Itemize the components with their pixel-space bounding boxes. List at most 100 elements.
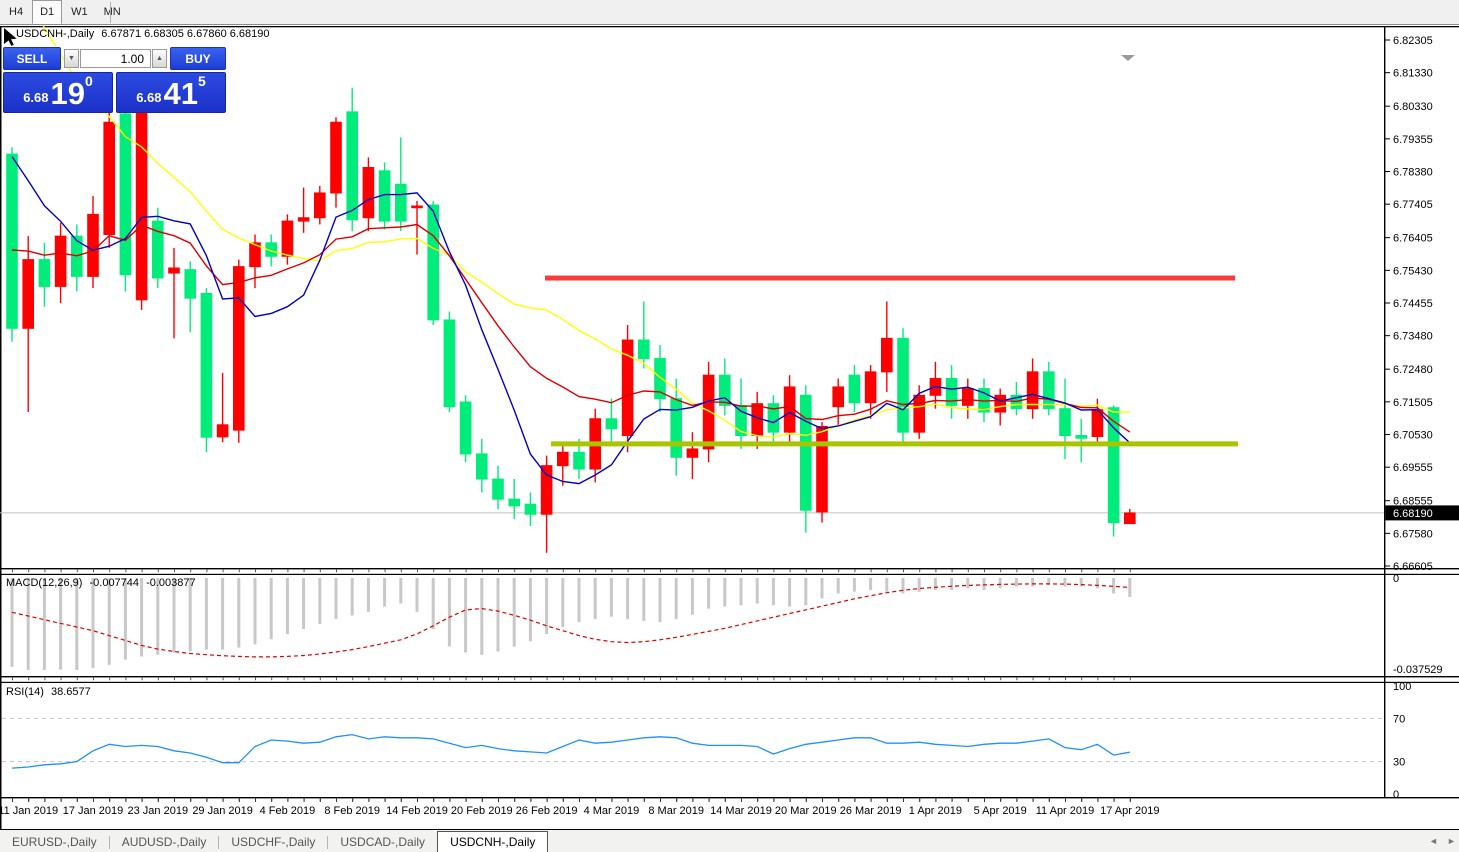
sell-price-main: 19 [50, 76, 85, 111]
svg-text:11 Apr 2019: 11 Apr 2019 [1036, 805, 1095, 817]
ma-slow-yellow [42, 25, 1130, 438]
candle [751, 391, 764, 449]
chart-canvas[interactable]: 6.82305 6.81330 6.80330 6.79355 6.78380 6.774… [0, 25, 1459, 830]
svg-text:20 Mar 2019: 20 Mar 2019 [775, 805, 837, 817]
svg-text:6.75430: 6.75430 [1393, 265, 1433, 277]
chart-tabs: EURUSD-,Daily AUDUSD-,Daily USDCHF-,Daily U… [0, 831, 549, 852]
timeframe-tab-mn[interactable]: MN [103, 6, 121, 18]
candle [1107, 405, 1120, 537]
buy-price-box[interactable]: 6.68 41 5 [116, 72, 226, 113]
svg-text:6.76405: 6.76405 [1393, 233, 1433, 245]
candle [1043, 361, 1055, 416]
candle [848, 365, 861, 413]
svg-text:11 Jan 2019: 11 Jan 2019 [0, 805, 58, 817]
candle [492, 465, 504, 510]
candle [281, 214, 294, 265]
svg-text:14 Mar 2019: 14 Mar 2019 [710, 805, 772, 817]
svg-text:26 Mar 2019: 26 Mar 2019 [840, 805, 902, 817]
support-line[interactable] [551, 441, 1238, 447]
toolbar-separator [110, 2, 111, 23]
candle [605, 398, 618, 446]
candle [22, 236, 34, 413]
timeframe-tab-w1[interactable]: W1 [71, 6, 88, 18]
candle [670, 378, 683, 476]
rsi-layer [2, 717, 1384, 769]
candle [524, 492, 537, 526]
svg-text:6.68190: 6.68190 [1393, 508, 1433, 520]
candle [459, 395, 472, 463]
resistance-line[interactable] [545, 275, 1235, 281]
candle [103, 108, 116, 248]
chart-tab-usdcad[interactable]: USDCAD-,Daily [340, 835, 426, 849]
candle [168, 247, 180, 339]
svg-text:6.72480: 6.72480 [1393, 364, 1433, 376]
buy-button[interactable]: BUY [170, 47, 226, 70]
svg-text:5 Apr 2019: 5 Apr 2019 [974, 805, 1027, 817]
chart-tab-usdchf[interactable]: USDCHF-,Daily [231, 835, 316, 849]
timeframe-tab-h4[interactable]: H4 [9, 6, 24, 18]
candle [38, 242, 51, 307]
chart-shift-marker-icon[interactable] [1121, 55, 1135, 61]
separator-ticks [12, 569, 1131, 573]
svg-text:4 Mar 2019: 4 Mar 2019 [584, 805, 640, 817]
macd-signal-line [11, 583, 1130, 658]
svg-text:6.77405: 6.77405 [1393, 199, 1433, 211]
candle [638, 301, 650, 369]
candle [411, 200, 423, 255]
candle [184, 261, 196, 333]
candle [119, 105, 132, 292]
svg-text:100: 100 [1393, 681, 1411, 693]
candles-layer [6, 87, 1136, 553]
svg-text:6.79355: 6.79355 [1393, 134, 1433, 146]
chart-tab-audusd[interactable]: AUDUSD-,Daily [121, 835, 207, 849]
candle [557, 442, 569, 486]
chart-tab-usdcnh[interactable]: USDCNH-,Daily [437, 831, 549, 852]
svg-text:6.81330: 6.81330 [1393, 68, 1433, 80]
svg-text:8 Mar 2019: 8 Mar 2019 [648, 805, 704, 817]
buy-price-prefix: 6.68 [136, 90, 162, 105]
timeframe-tabs: H4 D1 W1 MN [0, 0, 128, 24]
chart-tab-eurusd[interactable]: EURUSD-,Daily [12, 835, 97, 849]
symbol-info: USDCNH-,Daily 6.67871 6.68305 6.67860 6.… [16, 28, 274, 40]
timeframe-toolbar: H4 D1 W1 MN [0, 0, 1459, 25]
candle [832, 378, 845, 426]
candle [395, 137, 407, 232]
candle [1026, 358, 1039, 419]
time-axis: 11 Jan 2019 17 Jan 2019 23 Jan 2019 29 Jan … [0, 798, 1159, 817]
timeframe-tab-d1[interactable]: D1 [32, 0, 63, 24]
candle [71, 224, 83, 292]
candle [719, 358, 731, 416]
candle [314, 185, 326, 225]
chevron-down-icon: ▼ [68, 55, 75, 62]
svg-text:17 Jan 2019: 17 Jan 2019 [63, 805, 124, 817]
rsi-line [11, 733, 1130, 769]
macd-indicator-label: MACD(12,26,9) -0.007744 -0.003877 [6, 577, 200, 589]
tab-scroll-left-icon[interactable]: ◄ [1429, 836, 1438, 846]
one-click-trade-panel: SELL ▼ ▲ BUY 6.68 19 0 6.68 41 5 [3, 47, 226, 113]
svg-text:6.80330: 6.80330 [1393, 101, 1433, 113]
candle [249, 234, 261, 289]
volume-input[interactable] [80, 49, 151, 68]
sell-price-box[interactable]: 6.68 19 0 [3, 72, 113, 113]
candle [443, 311, 456, 413]
macd-name: MACD(12,26,9) [6, 577, 83, 589]
svg-text:6.71505: 6.71505 [1393, 397, 1433, 409]
volume-decrease-button[interactable]: ▼ [64, 49, 79, 68]
candle [508, 479, 520, 520]
svg-text:6.73480: 6.73480 [1393, 331, 1433, 343]
tab-separator [327, 836, 329, 850]
svg-text:0: 0 [1393, 573, 1399, 585]
volume-increase-button[interactable]: ▲ [152, 49, 167, 68]
svg-text:30: 30 [1393, 757, 1405, 769]
ma-fast-blue [11, 156, 1131, 485]
separator-ticks [12, 677, 1131, 681]
candle [962, 378, 974, 419]
tab-scroll-right-icon[interactable]: ► [1447, 836, 1456, 846]
sell-button[interactable]: SELL [3, 47, 61, 70]
candle [881, 301, 893, 392]
moving-averages-layer [11, 25, 1131, 485]
svg-text:0: 0 [1393, 789, 1399, 801]
sell-price-pip: 0 [85, 73, 93, 89]
chart-tab-bar: EURUSD-,Daily AUDUSD-,Daily USDCHF-,Daily U… [0, 830, 1459, 852]
tab-separator [218, 836, 220, 850]
